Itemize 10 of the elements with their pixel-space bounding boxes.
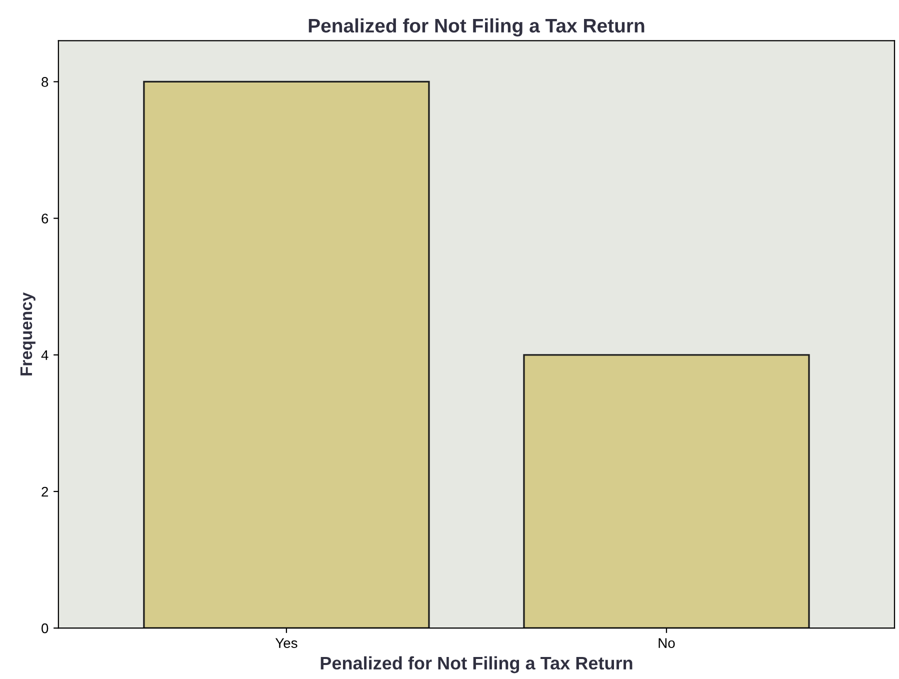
x-axis-title: Penalized for Not Filing a Tax Return [320,656,632,674]
y-axis-title: Frequency [20,292,36,376]
x-tick-label: Yes [275,638,298,648]
y-tick-label: 2 [42,486,48,497]
y-tick-label: 6 [42,214,48,224]
y-tick-label: 0 [42,623,48,634]
x-tick-label: No [658,638,675,648]
y-tick-label: 4 [41,350,48,360]
chart-title: Penalized for Not Filing a Tax Return [308,18,644,37]
y-tick-label: 8 [42,77,48,87]
